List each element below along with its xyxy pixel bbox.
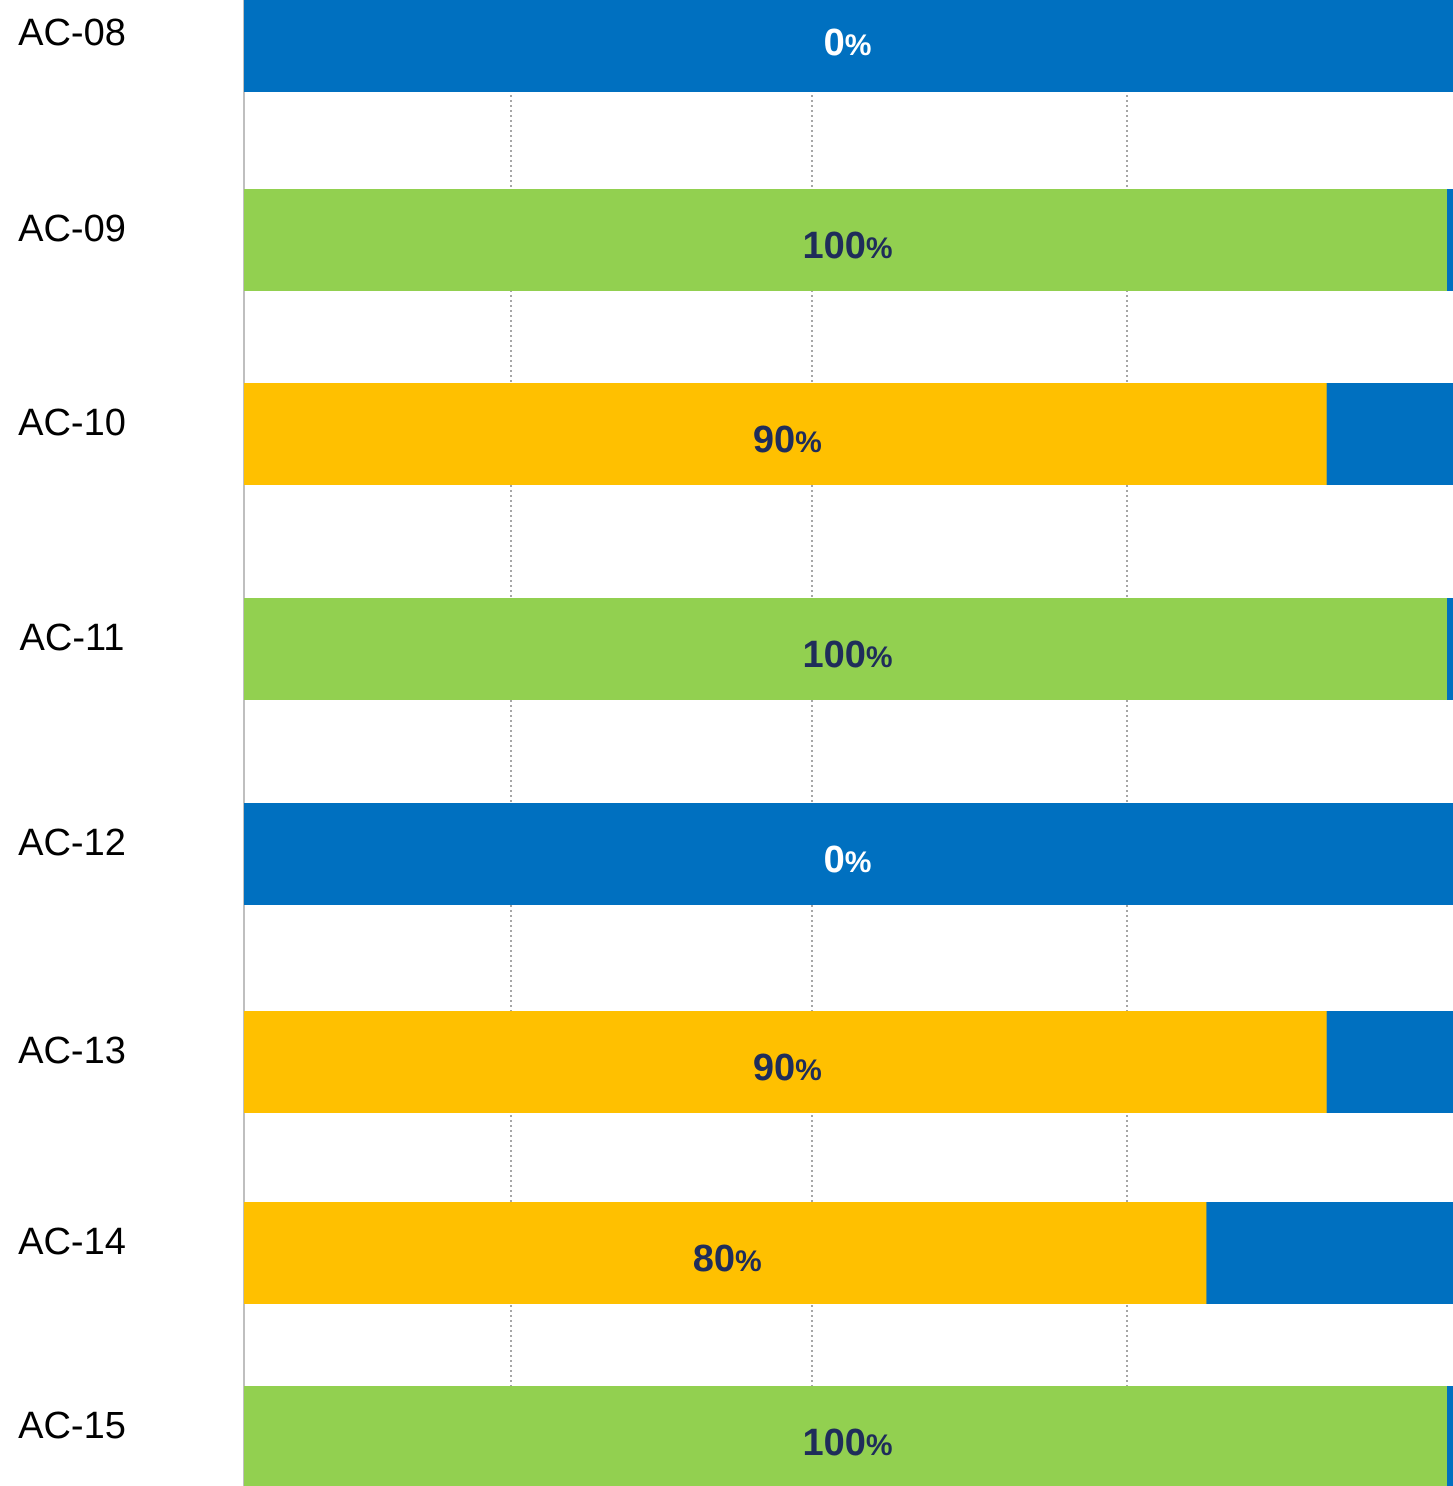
bar [244,189,1447,291]
category-label: AC-09 [18,208,126,250]
value-suffix: % [795,426,822,459]
value-label: 0% [824,22,872,64]
value-label: 90% [753,419,822,461]
value-number: 90 [753,419,795,461]
value-suffix: % [845,29,872,62]
category-label: AC-13 [18,1030,126,1072]
bar [244,598,1447,700]
value-number: 100 [802,1422,865,1464]
value-suffix: % [866,1429,893,1462]
value-number: 90 [753,1047,795,1089]
value-label: 80% [693,1238,762,1280]
value-label: 100% [802,1422,892,1464]
bar [244,383,1327,485]
value-number: 0 [824,22,845,64]
bar-remainder [244,0,1453,92]
value-label: 100% [802,225,892,267]
bar-remainder [244,803,1453,905]
category-label: AC-14 [18,1221,126,1263]
value-label: 100% [802,634,892,676]
value-suffix: % [866,232,893,265]
value-suffix: % [866,641,893,674]
value-suffix: % [845,846,872,879]
value-label: 90% [753,1047,822,1089]
value-number: 100 [802,634,865,676]
category-label: AC-10 [18,402,126,444]
bar [244,1202,1207,1304]
value-number: 80 [693,1238,735,1280]
category-label: AC-12 [18,822,126,864]
value-label: 0% [824,839,872,881]
value-number: 0 [824,839,845,881]
value-number: 100 [802,225,865,267]
value-suffix: % [795,1054,822,1087]
category-label: AC-08 [18,12,126,54]
category-labels: AC-08 AC-09 AC-10 AC-11 AC-12 AC-13 AC-14 AC-15 [18,12,126,1447]
value-suffix: % [735,1245,762,1278]
value-labels: 0%100%90%100%0%90%80%100% [693,22,893,1464]
bar [244,1386,1447,1486]
bar [244,1011,1327,1113]
category-label: AC-11 [20,617,125,659]
category-label: AC-15 [18,1405,126,1447]
bars [244,0,1453,1486]
